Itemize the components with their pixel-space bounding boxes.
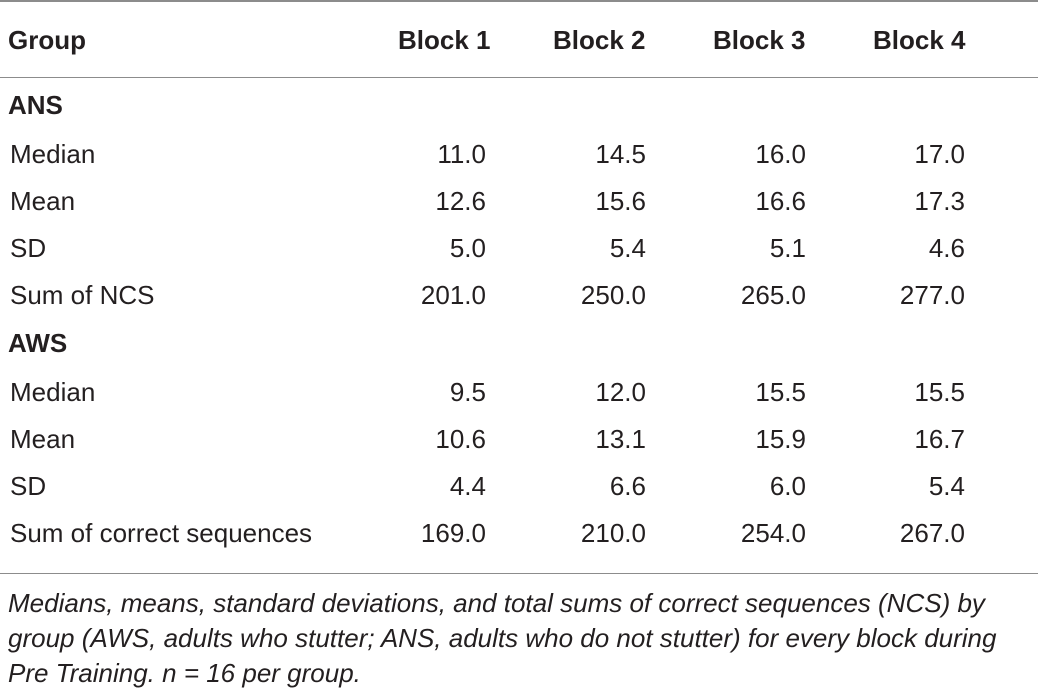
cell: 15.9 — [755, 423, 806, 454]
cell: 16.6 — [755, 185, 806, 216]
row-label: Median — [10, 376, 96, 407]
cell: 15.5 — [914, 376, 965, 407]
row-label: Mean — [10, 185, 76, 216]
table-row: Sum of NCS 201.0 250.0 265.0 277.0 — [0, 271, 1038, 318]
cell: 12.6 — [435, 185, 486, 216]
header-rule — [0, 77, 1038, 78]
row-label: Sum of NCS — [10, 279, 155, 310]
table-row: SD 4.4 6.6 6.0 5.4 — [0, 462, 1038, 509]
row-label: Mean — [10, 423, 76, 454]
cell: 14.5 — [595, 138, 646, 169]
cell: 10.6 — [435, 423, 486, 454]
header-block-3: Block 3 — [713, 25, 806, 55]
section-title-aws: AWS — [8, 328, 68, 358]
cell: 15.6 — [595, 185, 646, 216]
bottom-rule — [0, 573, 1038, 574]
section-row: ANS — [0, 80, 1038, 130]
data-table: Group Block 1 Block 2 Block 3 Block 4 AN… — [0, 0, 1038, 556]
cell: 16.7 — [914, 423, 965, 454]
header-block-2: Block 2 — [553, 25, 646, 55]
row-label: SD — [10, 232, 47, 263]
section-row: AWS — [0, 318, 1038, 368]
table-row: Mean 10.6 13.1 15.9 16.7 — [0, 415, 1038, 462]
cell: 201.0 — [420, 279, 486, 310]
table-row: Median 11.0 14.5 16.0 17.0 — [0, 130, 1038, 177]
cell: 4.6 — [928, 232, 965, 263]
header-row: Group Block 1 Block 2 Block 3 Block 4 — [0, 0, 1038, 80]
header-group: Group — [8, 25, 86, 55]
cell: 15.5 — [755, 376, 806, 407]
cell: 17.0 — [914, 138, 965, 169]
cell: 250.0 — [580, 279, 646, 310]
row-label: SD — [10, 470, 47, 501]
cell: 17.3 — [914, 185, 965, 216]
cell: 11.0 — [437, 138, 486, 169]
header-block-4: Block 4 — [873, 25, 966, 55]
table-row: SD 5.0 5.4 5.1 4.6 — [0, 224, 1038, 271]
table-row: Mean 12.6 15.6 16.6 17.3 — [0, 177, 1038, 224]
section-title-ans: ANS — [8, 90, 63, 120]
cell: 5.1 — [769, 232, 806, 263]
cell: 210.0 — [580, 517, 646, 548]
top-rule — [0, 0, 1038, 2]
cell: 6.0 — [769, 470, 806, 501]
cell: 254.0 — [740, 517, 806, 548]
cell: 5.0 — [449, 232, 486, 263]
cell: 169.0 — [420, 517, 486, 548]
cell: 9.5 — [449, 376, 486, 407]
cell: 265.0 — [740, 279, 806, 310]
cell: 16.0 — [755, 138, 806, 169]
cell: 267.0 — [899, 517, 965, 548]
table-caption: Medians, means, standard deviations, and… — [8, 588, 997, 688]
table-row: Sum of correct sequences 169.0 210.0 254… — [0, 509, 1038, 556]
cell: 4.4 — [449, 470, 486, 501]
row-label: Median — [10, 138, 96, 169]
row-label: Sum of correct sequences — [10, 517, 313, 548]
cell: 12.0 — [595, 376, 646, 407]
cell: 277.0 — [899, 279, 965, 310]
table-row: Median 9.5 12.0 15.5 15.5 — [0, 368, 1038, 415]
cell: 13.1 — [595, 423, 646, 454]
cell: 6.6 — [609, 470, 646, 501]
cell: 5.4 — [609, 232, 646, 263]
cell: 5.4 — [928, 470, 965, 501]
header-block-1: Block 1 — [398, 25, 491, 55]
